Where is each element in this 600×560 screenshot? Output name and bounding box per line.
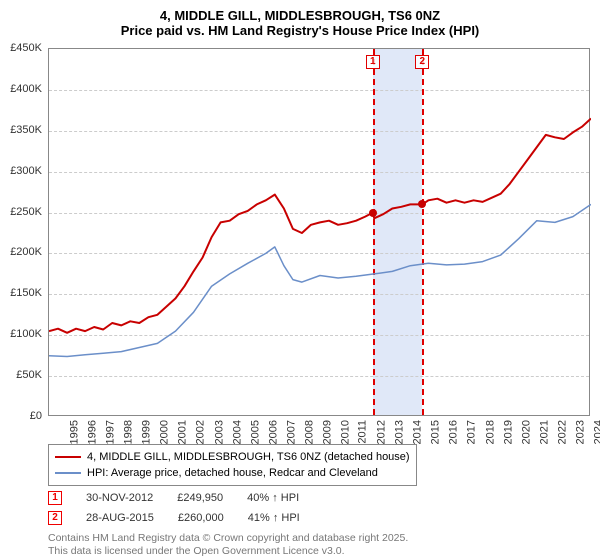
y-axis-label: £150K (10, 287, 42, 299)
series-legend: 4, MIDDLE GILL, MIDDLESBROUGH, TS6 0NZ (… (48, 444, 417, 486)
y-axis-label: £0 (30, 410, 42, 422)
event-marker-box: 2 (48, 511, 62, 525)
legend-label: HPI: Average price, detached house, Redc… (87, 467, 378, 479)
x-axis-label: 2007 (285, 420, 297, 444)
event-delta: 41% ↑ HPI (248, 512, 300, 524)
event-date: 28-AUG-2015 (86, 512, 154, 524)
event-price: £260,000 (178, 512, 224, 524)
footer-line-2: This data is licensed under the Open Gov… (48, 545, 345, 558)
event-row: 1 30-NOV-2012 £249,950 40% ↑ HPI (48, 488, 300, 508)
x-axis-label: 2021 (538, 420, 550, 444)
chart-area: 12 £0£50K£100K£150K£200K£250K£300K£350K£… (48, 48, 590, 416)
x-axis-label: 2009 (321, 420, 333, 444)
series-line (49, 119, 591, 333)
legend-row: 4, MIDDLE GILL, MIDDLESBROUGH, TS6 0NZ (… (55, 449, 410, 465)
event-delta: 40% ↑ HPI (247, 492, 299, 504)
x-axis-label: 2008 (303, 420, 315, 444)
x-axis-label: 2017 (466, 420, 478, 444)
x-axis-label: 2005 (249, 420, 261, 444)
event-row: 2 28-AUG-2015 £260,000 41% ↑ HPI (48, 508, 300, 528)
event-marker-box: 1 (48, 491, 62, 505)
x-axis-label: 1999 (141, 420, 153, 444)
x-axis-label: 2023 (574, 420, 586, 444)
legend-swatch (55, 472, 81, 474)
series-line (49, 204, 591, 356)
title-line-1: 4, MIDDLE GILL, MIDDLESBROUGH, TS6 0NZ (0, 8, 600, 23)
x-axis-label: 1996 (87, 420, 99, 444)
event-legend: 1 30-NOV-2012 £249,950 40% ↑ HPI 2 28-AU… (48, 488, 300, 528)
y-axis-label: £400K (10, 83, 42, 95)
x-axis-label: 2004 (231, 420, 243, 444)
x-axis-label: 2006 (267, 420, 279, 444)
y-axis-label: £250K (10, 206, 42, 218)
title-block: 4, MIDDLE GILL, MIDDLESBROUGH, TS6 0NZ P… (0, 0, 600, 38)
y-axis-label: £350K (10, 124, 42, 136)
x-axis-label: 2013 (394, 420, 406, 444)
event-price: £249,950 (177, 492, 223, 504)
x-axis-label: 2015 (430, 420, 442, 444)
footer-line-1: Contains HM Land Registry data © Crown c… (48, 532, 408, 545)
x-axis-label: 2010 (339, 420, 351, 444)
plot-region: 12 (48, 48, 590, 416)
x-axis-label: 2003 (213, 420, 225, 444)
x-axis-label: 2001 (177, 420, 189, 444)
x-axis-label: 1998 (123, 420, 135, 444)
x-axis-label: 1997 (105, 420, 117, 444)
legend-row: HPI: Average price, detached house, Redc… (55, 465, 410, 481)
x-axis-label: 2022 (556, 420, 568, 444)
title-line-2: Price paid vs. HM Land Registry's House … (0, 23, 600, 38)
x-axis-label: 1995 (68, 420, 80, 444)
y-axis-label: £200K (10, 246, 42, 258)
sale-marker-dot (369, 209, 377, 217)
x-axis-label: 2002 (195, 420, 207, 444)
legend-label: 4, MIDDLE GILL, MIDDLESBROUGH, TS6 0NZ (… (87, 451, 410, 463)
series-svg (49, 49, 591, 417)
y-axis-label: £300K (10, 165, 42, 177)
y-axis-label: £50K (16, 369, 42, 381)
y-axis-label: £450K (10, 42, 42, 54)
x-axis-label: 2011 (357, 420, 369, 444)
chart-container: 4, MIDDLE GILL, MIDDLESBROUGH, TS6 0NZ P… (0, 0, 600, 560)
x-axis-label: 2012 (376, 420, 388, 444)
x-axis-label: 2019 (502, 420, 514, 444)
y-axis-label: £100K (10, 328, 42, 340)
x-axis-label: 2020 (520, 420, 532, 444)
x-axis-label: 2014 (412, 420, 424, 444)
x-axis-label: 2018 (484, 420, 496, 444)
legend-swatch (55, 456, 81, 458)
x-axis-label: 2024 (592, 420, 600, 444)
x-axis-label: 2000 (159, 420, 171, 444)
event-date: 30-NOV-2012 (86, 492, 153, 504)
x-axis-label: 2016 (448, 420, 460, 444)
sale-marker-dot (418, 200, 426, 208)
